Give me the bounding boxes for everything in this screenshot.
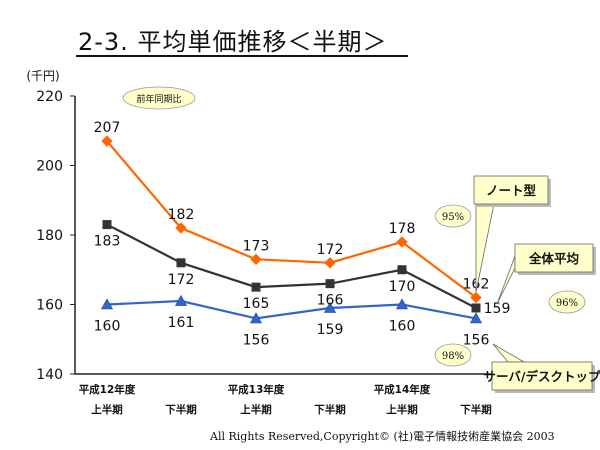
data-label: 165 [243,296,270,312]
series-layer [100,135,483,324]
x-category-half: 上半期 [240,403,272,416]
data-label: 172 [317,242,344,258]
y-tick-label: 140 [36,367,63,383]
data-point-square [251,282,261,292]
y-tick-label: 180 [36,228,63,244]
data-label: 170 [389,279,416,295]
data-label: 173 [243,238,270,254]
series-line [106,223,477,309]
percent-badge [548,290,586,314]
data-label: 160 [389,319,416,335]
data-point-triangle [100,298,114,310]
page-title: 2-3. 平均単価推移＜半期＞ [78,28,388,56]
data-point-diamond [101,135,113,147]
percent-badge [434,204,472,228]
data-label: 159 [317,322,344,338]
data-point-triangle [469,312,483,324]
data-label: 156 [243,332,270,348]
data-point-diamond [175,222,187,234]
y-tick-label: 220 [36,89,63,105]
data-label: 172 [168,272,195,288]
data-point-square [102,220,112,230]
data-label: 183 [94,234,121,250]
data-label: 161 [168,315,195,331]
data-point-triangle [323,301,337,313]
x-category-half: 上半期 [386,403,418,416]
data-labels-layer: 2071821731721781621831721651661701591601… [94,120,511,348]
data-label: 178 [389,221,416,237]
x-category-year: 平成12年度 [79,383,136,396]
copyright-text: All Rights Reserved,Copyright© (社)電子情報技術… [210,430,555,443]
data-label: 156 [463,332,490,348]
percent-label: 98% [442,351,464,362]
percent-label: 96% [556,298,578,309]
x-category-year: 平成14年度 [374,383,431,396]
legend-callout-label: サーバ/デスクトップ [484,369,600,384]
data-point-square [176,258,186,268]
legend-callout-label: ノート型 [486,183,537,198]
y-tick-label: 160 [36,298,63,314]
y-tick-label: 200 [36,159,63,175]
data-point-square [397,265,407,275]
legend-callout-label: 全体平均 [528,251,579,266]
data-point-square [471,303,481,313]
title-underline [76,55,408,57]
data-label: 207 [94,120,121,136]
x-category-half: 下半期 [314,403,346,416]
data-point-diamond [396,236,408,248]
percent-badge [434,343,472,367]
x-category-half: 下半期 [165,403,197,416]
series-line [106,299,477,320]
data-point-square [325,279,335,289]
x-category-half: 上半期 [91,403,123,416]
data-point-diamond [250,253,262,266]
legend-callout-box [473,175,549,205]
data-point-triangle [249,312,263,324]
callout-pointer [496,255,516,305]
callout-pointer [492,343,526,363]
data-point-triangle [174,294,188,306]
data-label: 159 [484,301,511,317]
percent-label: 95% [442,212,464,223]
y-unit-label: (千円) [26,69,59,83]
yoy-badge [122,86,196,110]
x-category-half: 下半期 [460,403,492,416]
data-label: 166 [317,293,344,309]
x-category-year: 平成13年度 [228,383,285,396]
data-point-triangle [395,298,409,310]
data-point-diamond [470,291,482,304]
data-point-diamond [324,257,336,269]
legend-callout-box [491,361,593,391]
data-label: 160 [94,319,121,335]
yoy-label: 前年同期比 [136,93,181,105]
legend-callout-box [514,243,594,273]
series-line [106,140,477,299]
data-label: 182 [168,207,195,223]
